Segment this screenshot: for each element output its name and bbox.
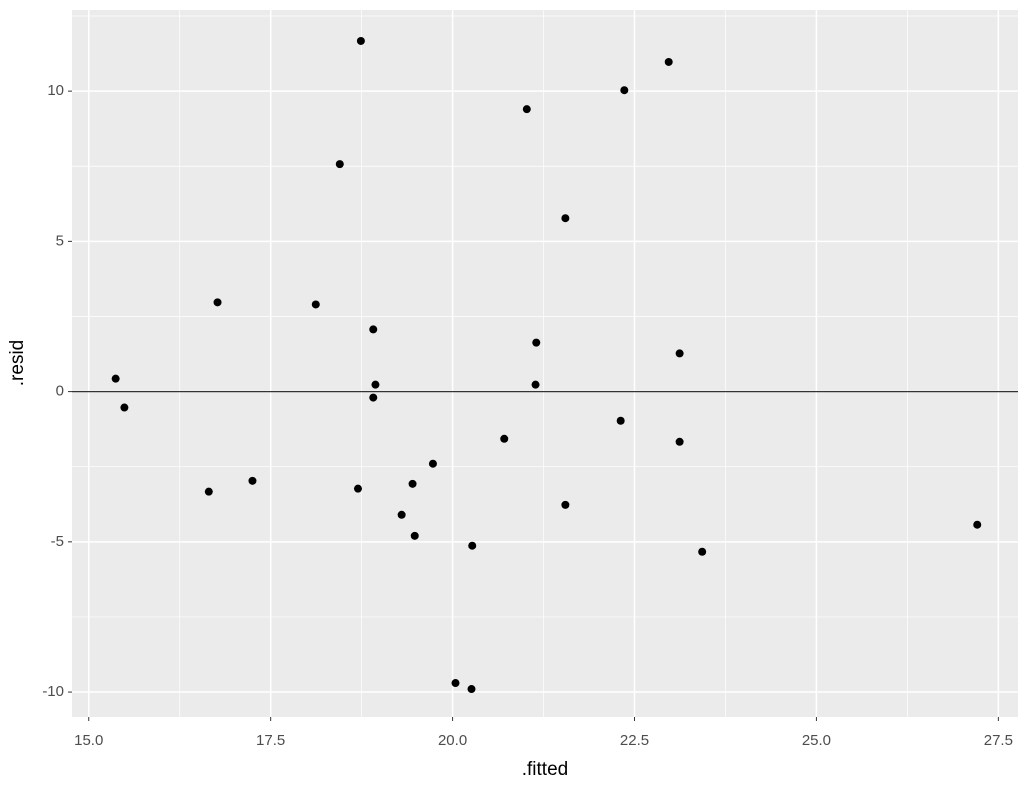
x-tick-label: 15.0 bbox=[74, 732, 103, 749]
point bbox=[120, 403, 129, 412]
y-tick-label: 10 bbox=[47, 82, 64, 99]
point bbox=[397, 510, 406, 519]
point bbox=[335, 160, 344, 169]
point bbox=[620, 86, 629, 95]
point bbox=[664, 57, 673, 66]
point bbox=[675, 437, 684, 446]
y-tick-label: 5 bbox=[56, 232, 64, 249]
point bbox=[311, 300, 320, 309]
x-tick-label: 20.0 bbox=[438, 732, 467, 749]
point bbox=[467, 685, 476, 694]
point bbox=[561, 500, 570, 509]
x-tick-label: 17.5 bbox=[256, 732, 285, 749]
x-tick-label: 22.5 bbox=[620, 732, 649, 749]
point bbox=[561, 214, 570, 223]
point bbox=[616, 416, 625, 425]
panel bbox=[72, 10, 1018, 717]
y-tick-label: -10 bbox=[42, 683, 64, 700]
point bbox=[428, 459, 437, 468]
point bbox=[111, 374, 120, 383]
point bbox=[410, 531, 419, 540]
point bbox=[356, 36, 365, 45]
point bbox=[973, 520, 982, 529]
point bbox=[522, 105, 531, 114]
point bbox=[204, 487, 213, 496]
x-tick-label: 27.5 bbox=[984, 732, 1013, 749]
point bbox=[532, 338, 541, 347]
point bbox=[468, 541, 477, 550]
x-axis-title: .fitted bbox=[522, 759, 568, 780]
point bbox=[371, 380, 380, 389]
point bbox=[531, 380, 540, 389]
x-tick-label: 25.0 bbox=[802, 732, 831, 749]
point bbox=[500, 434, 509, 443]
y-tick-label: -5 bbox=[51, 533, 64, 550]
point bbox=[369, 325, 378, 334]
point bbox=[248, 476, 257, 485]
y-axis-title: .resid bbox=[7, 340, 28, 386]
point bbox=[353, 484, 362, 493]
point bbox=[408, 479, 417, 488]
point bbox=[369, 393, 378, 402]
point bbox=[675, 349, 684, 358]
point bbox=[698, 547, 707, 556]
point bbox=[213, 298, 222, 307]
point bbox=[451, 679, 460, 688]
y-tick-label: 0 bbox=[56, 383, 64, 400]
